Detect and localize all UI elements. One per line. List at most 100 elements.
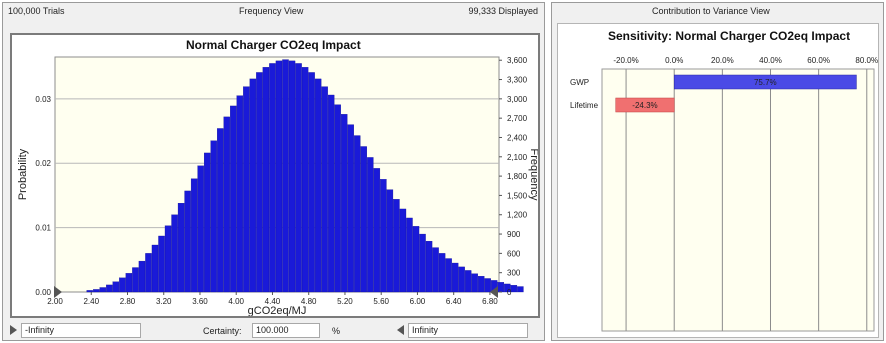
histogram-bar bbox=[256, 72, 263, 293]
histogram-bar bbox=[367, 157, 374, 293]
histogram-bar bbox=[99, 287, 107, 293]
category-label: Lifetime bbox=[570, 101, 599, 110]
y2-tick-label: 0 bbox=[507, 288, 512, 297]
x-tick-label: 3.20 bbox=[156, 297, 172, 306]
x-tick-label: 4.80 bbox=[301, 297, 317, 306]
x-tick-label: 4.00 bbox=[228, 297, 244, 306]
y-tick-label: 0.03 bbox=[35, 95, 51, 104]
histogram-bar bbox=[223, 116, 230, 293]
y-tick-label: 0.02 bbox=[35, 159, 51, 168]
histogram-bar bbox=[86, 290, 93, 293]
histogram-bar bbox=[282, 59, 289, 293]
frequency-view-title: Frequency View bbox=[239, 6, 304, 16]
x-tick-label: 5.20 bbox=[337, 297, 353, 306]
histogram-bar bbox=[504, 283, 511, 293]
plot-area bbox=[601, 68, 875, 332]
histogram-bar bbox=[484, 278, 491, 293]
y2-tick-label: 2,400 bbox=[507, 133, 528, 142]
x-tick-label: 40.0% bbox=[759, 56, 782, 65]
x-tick-label: 2.00 bbox=[47, 297, 63, 306]
sensitivity-chart-frame: Sensitivity: Normal Charger CO2eq Impact… bbox=[557, 23, 879, 338]
lower-bound-arrow-icon[interactable] bbox=[10, 325, 17, 335]
histogram-bar bbox=[445, 258, 452, 293]
y2-tick-label: 1,800 bbox=[507, 172, 528, 181]
certainty-unit: % bbox=[332, 326, 341, 336]
histogram-bar bbox=[354, 135, 361, 293]
sensitivity-chart-title: Sensitivity: Normal Charger CO2eq Impact bbox=[608, 29, 851, 43]
histogram-bar bbox=[510, 285, 518, 293]
y-tick-label: 0.01 bbox=[35, 224, 51, 233]
y2-tick-label: 300 bbox=[507, 269, 521, 278]
histogram-bar bbox=[164, 225, 172, 293]
x-tick-label: 0.0% bbox=[665, 56, 683, 65]
trials-count: 100,000 Trials bbox=[8, 6, 65, 16]
upper-bound-arrow-icon[interactable] bbox=[397, 325, 404, 335]
x-axis-label: gCO2eq/MJ bbox=[248, 305, 307, 316]
histogram-bar bbox=[236, 95, 244, 293]
histogram-bar bbox=[158, 235, 165, 293]
histogram-bar bbox=[145, 253, 152, 293]
histogram-bar bbox=[412, 226, 420, 293]
displayed-count: 99,333 Displayed bbox=[468, 6, 538, 16]
frequency-chart-frame: Normal Charger CO2eq Impact 0.00 0.01 0.02… bbox=[10, 33, 540, 318]
histogram-bar bbox=[380, 179, 387, 293]
histogram-bar bbox=[184, 190, 191, 293]
y2-tick-label: 3,300 bbox=[507, 76, 528, 85]
histogram-bar bbox=[432, 247, 439, 293]
histogram-bar bbox=[269, 63, 276, 293]
histogram-bar bbox=[438, 253, 446, 293]
histogram-bar bbox=[393, 199, 400, 293]
certainty-field[interactable]: 100.000 bbox=[252, 323, 320, 338]
upper-bound-field[interactable]: Infinity bbox=[408, 323, 528, 338]
sensitivity-chart: -20.0% 0.0% 20.0% 40.0% 60.0% 80.0% GWP 75.7% Li… bbox=[570, 56, 878, 332]
histogram-bar bbox=[314, 78, 322, 293]
histogram-bar bbox=[419, 233, 426, 293]
bar-value-label: -24.3% bbox=[632, 101, 657, 110]
x-tick-label: 4.40 bbox=[265, 297, 281, 306]
y2-tick-label: 1,500 bbox=[507, 191, 528, 200]
x-tick-label: 5.60 bbox=[373, 297, 389, 306]
frequency-chart-title: Normal Charger CO2eq Impact bbox=[186, 38, 361, 52]
left-grabber-icon bbox=[54, 286, 62, 298]
histogram-bar bbox=[119, 277, 126, 293]
histogram-bar bbox=[386, 189, 394, 293]
right-grabber-icon bbox=[490, 286, 498, 298]
y2-tick-label: 600 bbox=[507, 249, 521, 258]
histogram-bar bbox=[138, 260, 146, 293]
histogram-bar bbox=[497, 282, 505, 293]
histogram-bar bbox=[177, 203, 185, 293]
x-tick-label: 2.40 bbox=[83, 297, 99, 306]
sensitivity-view-title: Contribution to Variance View bbox=[652, 6, 770, 16]
histogram-bar bbox=[517, 286, 524, 293]
bar-value-label: 75.7% bbox=[754, 78, 777, 87]
histogram-bar bbox=[243, 86, 250, 293]
y2-tick-label: 1,200 bbox=[507, 211, 528, 220]
y2-tick-label: 3,600 bbox=[507, 56, 528, 65]
positive-bar bbox=[673, 74, 857, 90]
histogram-bar bbox=[249, 78, 257, 293]
histogram-bar bbox=[288, 60, 296, 293]
x-tick-label: 2.80 bbox=[120, 297, 136, 306]
histogram-bar bbox=[334, 104, 341, 293]
sensitivity-view-panel: Contribution to Variance View Sensitivit… bbox=[551, 2, 884, 341]
histogram-bar bbox=[327, 94, 335, 293]
histogram-bar bbox=[132, 267, 139, 293]
histogram-bar bbox=[171, 214, 178, 293]
histogram-bar bbox=[425, 240, 433, 293]
x-tick-label: 6.80 bbox=[482, 297, 498, 306]
y2-axis-label: Frequency bbox=[528, 149, 538, 201]
y2-tick-label: 2,100 bbox=[507, 153, 528, 162]
histogram-bar bbox=[197, 165, 204, 293]
histogram-bar bbox=[308, 72, 315, 293]
histogram-bar bbox=[275, 60, 283, 293]
histogram-bar bbox=[295, 63, 302, 293]
negative-bar bbox=[615, 97, 675, 113]
frequency-histogram: 0.00 0.01 0.02 0.03 0 300 600 900 1,200 1,500 1,80… bbox=[17, 56, 540, 317]
y2-tick-label: 2,700 bbox=[507, 114, 528, 123]
histogram-bar bbox=[406, 217, 413, 293]
histogram-bar bbox=[151, 244, 159, 293]
x-tick-label: 80.0% bbox=[855, 56, 878, 65]
histogram-bar bbox=[341, 114, 348, 293]
lower-bound-field[interactable]: -Infinity bbox=[21, 323, 141, 338]
histogram-bar bbox=[321, 86, 328, 293]
